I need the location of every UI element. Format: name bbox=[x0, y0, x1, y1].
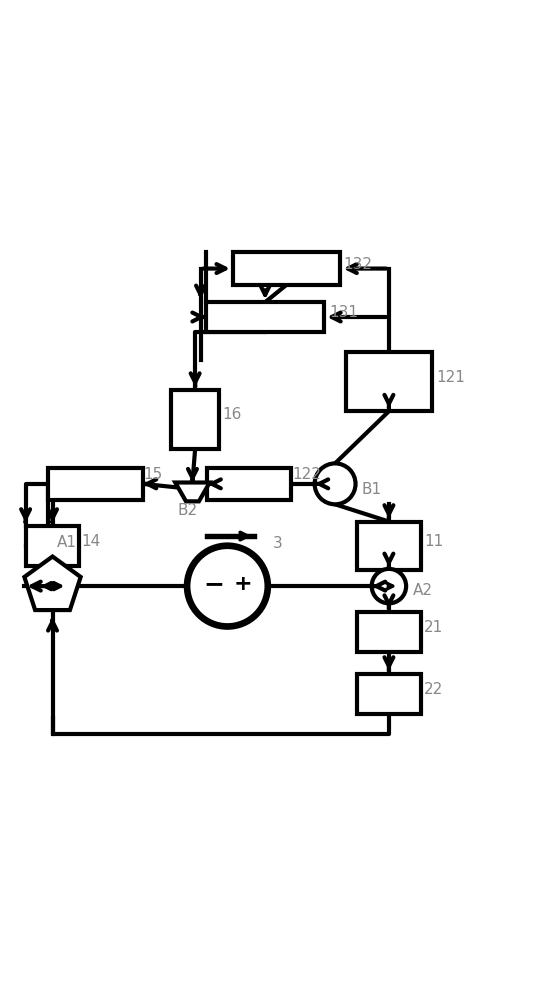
Bar bbox=[233, 252, 340, 285]
Text: 22: 22 bbox=[424, 682, 443, 697]
Text: A1: A1 bbox=[57, 535, 77, 550]
Bar bbox=[25, 526, 80, 566]
Text: 131: 131 bbox=[329, 305, 359, 320]
Text: 21: 21 bbox=[424, 620, 443, 635]
Text: B1: B1 bbox=[362, 482, 382, 497]
Polygon shape bbox=[24, 557, 81, 610]
Bar bbox=[357, 522, 421, 570]
Bar bbox=[357, 674, 421, 714]
Text: 16: 16 bbox=[222, 407, 241, 422]
Text: +: + bbox=[233, 574, 252, 594]
Text: 15: 15 bbox=[143, 467, 162, 482]
Circle shape bbox=[372, 569, 406, 603]
Text: 14: 14 bbox=[81, 534, 100, 549]
Bar bbox=[207, 468, 291, 500]
Text: 132: 132 bbox=[343, 257, 372, 272]
Circle shape bbox=[315, 463, 355, 504]
Text: 3: 3 bbox=[273, 536, 283, 551]
Bar bbox=[357, 612, 421, 652]
Text: −: − bbox=[203, 572, 225, 596]
Bar bbox=[206, 302, 324, 332]
Polygon shape bbox=[175, 483, 210, 501]
Text: B2: B2 bbox=[177, 503, 197, 518]
Text: 121: 121 bbox=[436, 370, 465, 385]
Bar bbox=[171, 390, 219, 449]
Circle shape bbox=[187, 546, 268, 626]
Text: 122: 122 bbox=[292, 467, 321, 482]
Text: 11: 11 bbox=[424, 534, 443, 549]
Bar bbox=[346, 352, 432, 411]
Text: A2: A2 bbox=[413, 583, 433, 598]
Bar bbox=[49, 468, 143, 500]
